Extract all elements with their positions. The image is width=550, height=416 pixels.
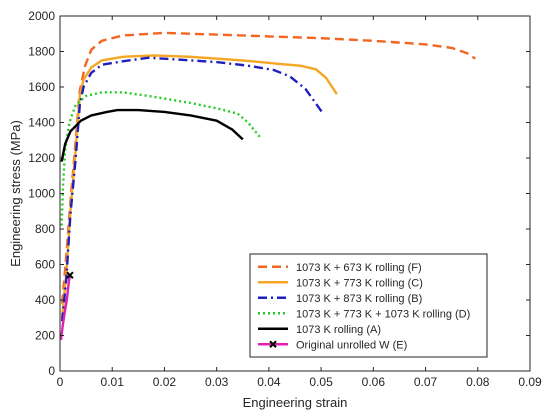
y-tick-label: 1400 xyxy=(28,116,55,130)
x-tick-label: 0.02 xyxy=(153,375,177,389)
x-tick-label: 0.04 xyxy=(257,375,281,389)
legend-label-4: 1073 K rolling (A) xyxy=(296,324,381,336)
y-tick-label: 600 xyxy=(35,258,55,272)
legend-label-0: 1073 K + 673 K rolling (F) xyxy=(296,262,422,274)
x-tick-label: 0.08 xyxy=(466,375,490,389)
series-layer xyxy=(59,31,476,341)
x-tick-label: 0.03 xyxy=(205,375,229,389)
series-line-0 xyxy=(60,31,476,304)
legend-label-1: 1073 K + 773 K rolling (C) xyxy=(296,277,423,289)
x-tick-label: 0.06 xyxy=(362,375,386,389)
legend-label-5: Original unrolled W (E) xyxy=(296,339,407,351)
legend-label-2: 1073 K + 873 K rolling (B) xyxy=(296,293,422,305)
y-tick-label: 1000 xyxy=(28,187,55,201)
legend-label-3: 1073 K + 773 K + 1073 K rolling (D) xyxy=(296,308,470,320)
series-line-1 xyxy=(60,54,338,318)
series-line-5 xyxy=(59,274,72,341)
y-tick-label: 1200 xyxy=(28,151,55,165)
axes-layer: 0 0.01 0.02 0.03 0.04 0.05 0.06 0.07 0.08 0.09 0 20… xyxy=(28,9,542,389)
x-tick-label: 0.01 xyxy=(101,375,125,389)
x-tick-label: 0 xyxy=(57,375,64,389)
series-end-marker xyxy=(66,271,74,279)
y-tick-label: 1800 xyxy=(28,45,55,59)
series-line-4 xyxy=(60,108,244,162)
y-tick-label: 200 xyxy=(35,329,55,343)
y-tick-label: 2000 xyxy=(28,9,55,23)
x-axis-label: Engineering strain xyxy=(243,395,348,410)
y-tick-label: 400 xyxy=(35,293,55,307)
x-tick-label: 0.09 xyxy=(518,375,542,389)
legend-box xyxy=(249,253,488,358)
y-tick-label: 0 xyxy=(48,364,55,378)
legend-marker xyxy=(269,340,277,348)
x-tick-label: 0.07 xyxy=(414,375,438,389)
y-tick-label: 1600 xyxy=(28,80,55,94)
series-line-2 xyxy=(60,56,325,322)
x-tick-label: 0.05 xyxy=(309,375,333,389)
y-axis-label: Engineering stress (MPa) xyxy=(8,120,23,267)
y-tick-label: 800 xyxy=(35,222,55,236)
legend: 1073 K + 673 K rolling (F) 1073 K + 773 K… xyxy=(249,253,488,358)
